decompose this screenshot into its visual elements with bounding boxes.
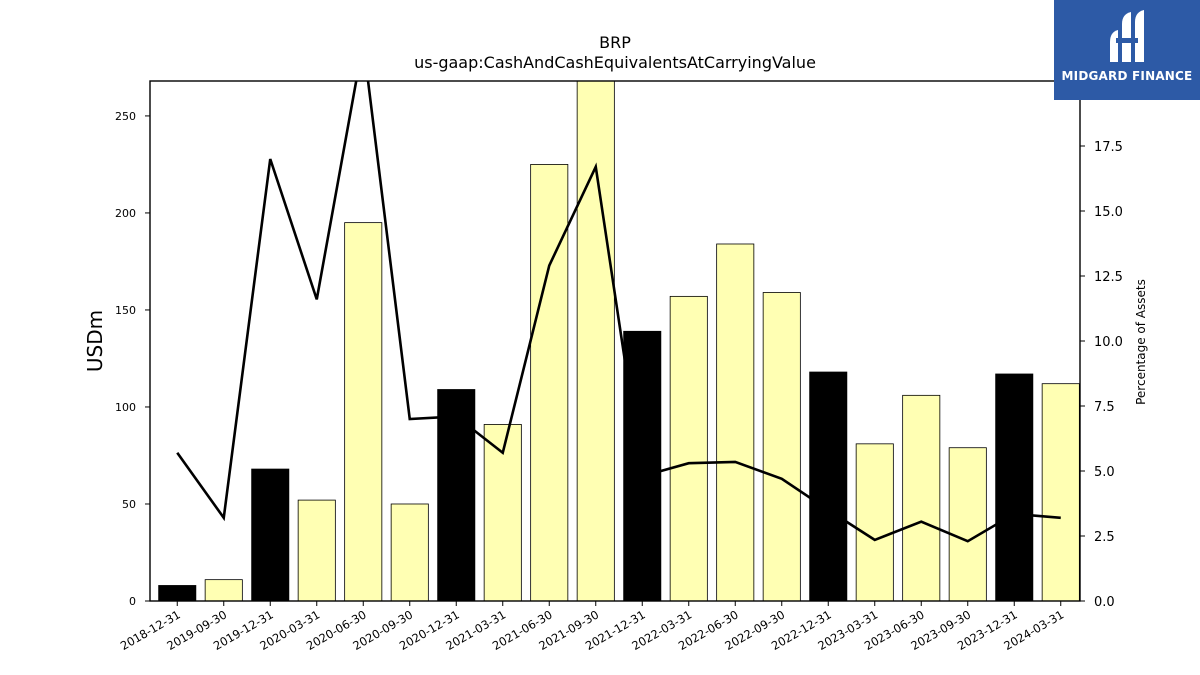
bar (297, 499, 336, 601)
bar (576, 81, 615, 601)
y-tick-label: 250 (115, 110, 136, 123)
logo-text: MIDGARD FINANCE (1061, 69, 1193, 83)
y2-tick-label: 12.5 (1094, 270, 1123, 285)
brand-logo: MIDGARD FINANCE (1054, 0, 1200, 100)
bar (716, 243, 755, 601)
bar (948, 447, 987, 601)
y-tick-label: 150 (115, 304, 136, 317)
y2-tick-label: 5.0 (1094, 465, 1115, 480)
y-tick-label: 100 (115, 401, 136, 414)
bar (669, 295, 708, 601)
bar (995, 373, 1034, 601)
y2-tick-label: 17.5 (1094, 140, 1123, 155)
bar (762, 292, 801, 601)
bar (809, 371, 848, 601)
bar (251, 468, 290, 601)
y2-tick-label: 10.0 (1094, 335, 1123, 350)
y-axis-label: USDm (83, 310, 107, 372)
bar (902, 394, 941, 601)
y-tick-label: 200 (115, 207, 136, 220)
bar-group (158, 81, 1080, 601)
bar (1041, 383, 1080, 601)
y2-tick-label: 15.0 (1094, 205, 1123, 220)
bar (855, 443, 894, 601)
bar (623, 330, 662, 601)
y-tick-label: 0 (129, 595, 136, 608)
y-tick-label: 50 (122, 498, 136, 511)
bar (344, 222, 383, 601)
y2-tick-label: 2.5 (1094, 530, 1115, 545)
y2-tick-label: 0.0 (1094, 595, 1115, 610)
bar (204, 579, 243, 601)
line-group (176, 81, 1061, 543)
plot-frame (149, 80, 1081, 602)
chart-subtitle: us-gaap:CashAndCashEquivalentsAtCarrying… (414, 53, 816, 72)
bar (158, 585, 197, 601)
percentage-line (176, 81, 1061, 543)
logo-mark-icon (1110, 10, 1144, 62)
y2-tick-label: 7.5 (1094, 400, 1115, 415)
bar (390, 503, 429, 601)
bar (530, 164, 569, 601)
chart-title: BRP (599, 33, 631, 52)
y2-axis-label: Percentage of Assets (1134, 279, 1148, 405)
bar (437, 389, 476, 601)
